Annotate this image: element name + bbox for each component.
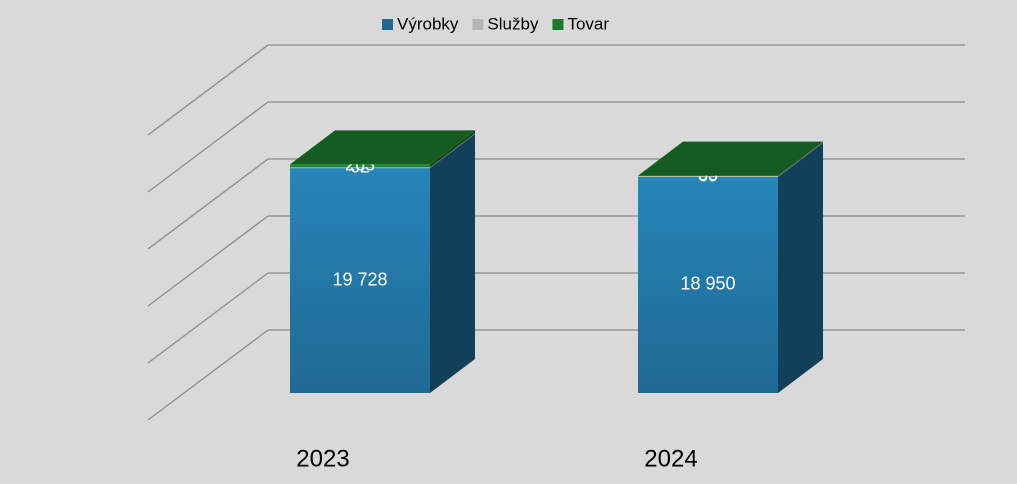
legend-label: Výrobky: [397, 14, 459, 33]
bar-top: [638, 141, 823, 176]
legend-swatch: [552, 19, 564, 30]
bar-side: [430, 130, 475, 168]
x-tick-label: 2024: [644, 445, 697, 472]
bar-top: [290, 130, 475, 165]
grid-line: [147, 101, 269, 193]
bar-side: [778, 142, 823, 393]
grid-line: [147, 158, 269, 250]
grid-line: [147, 215, 269, 307]
data-label: 19 728: [332, 269, 387, 289]
grid-line: [147, 272, 269, 364]
bar: [290, 164, 430, 168]
grid-line: [147, 329, 269, 421]
legend: Výrobky Služby Tovar: [382, 14, 609, 33]
bar-side: [778, 141, 823, 177]
legend-swatch: [472, 19, 484, 30]
data-label: 18 950: [680, 274, 735, 294]
legend-label: Služby: [487, 14, 539, 33]
bar-side: [430, 133, 475, 169]
bar: [638, 175, 778, 177]
bar: [290, 167, 430, 169]
bar: [638, 176, 778, 177]
bar-side: [430, 134, 475, 393]
bar: [290, 168, 430, 393]
grid-line: [147, 44, 269, 136]
x-tick-label: 2023: [296, 445, 349, 472]
bar-side: [778, 142, 823, 177]
legend-label: Tovar: [567, 14, 609, 33]
bar: [638, 176, 778, 393]
legend-swatch: [382, 19, 393, 30]
